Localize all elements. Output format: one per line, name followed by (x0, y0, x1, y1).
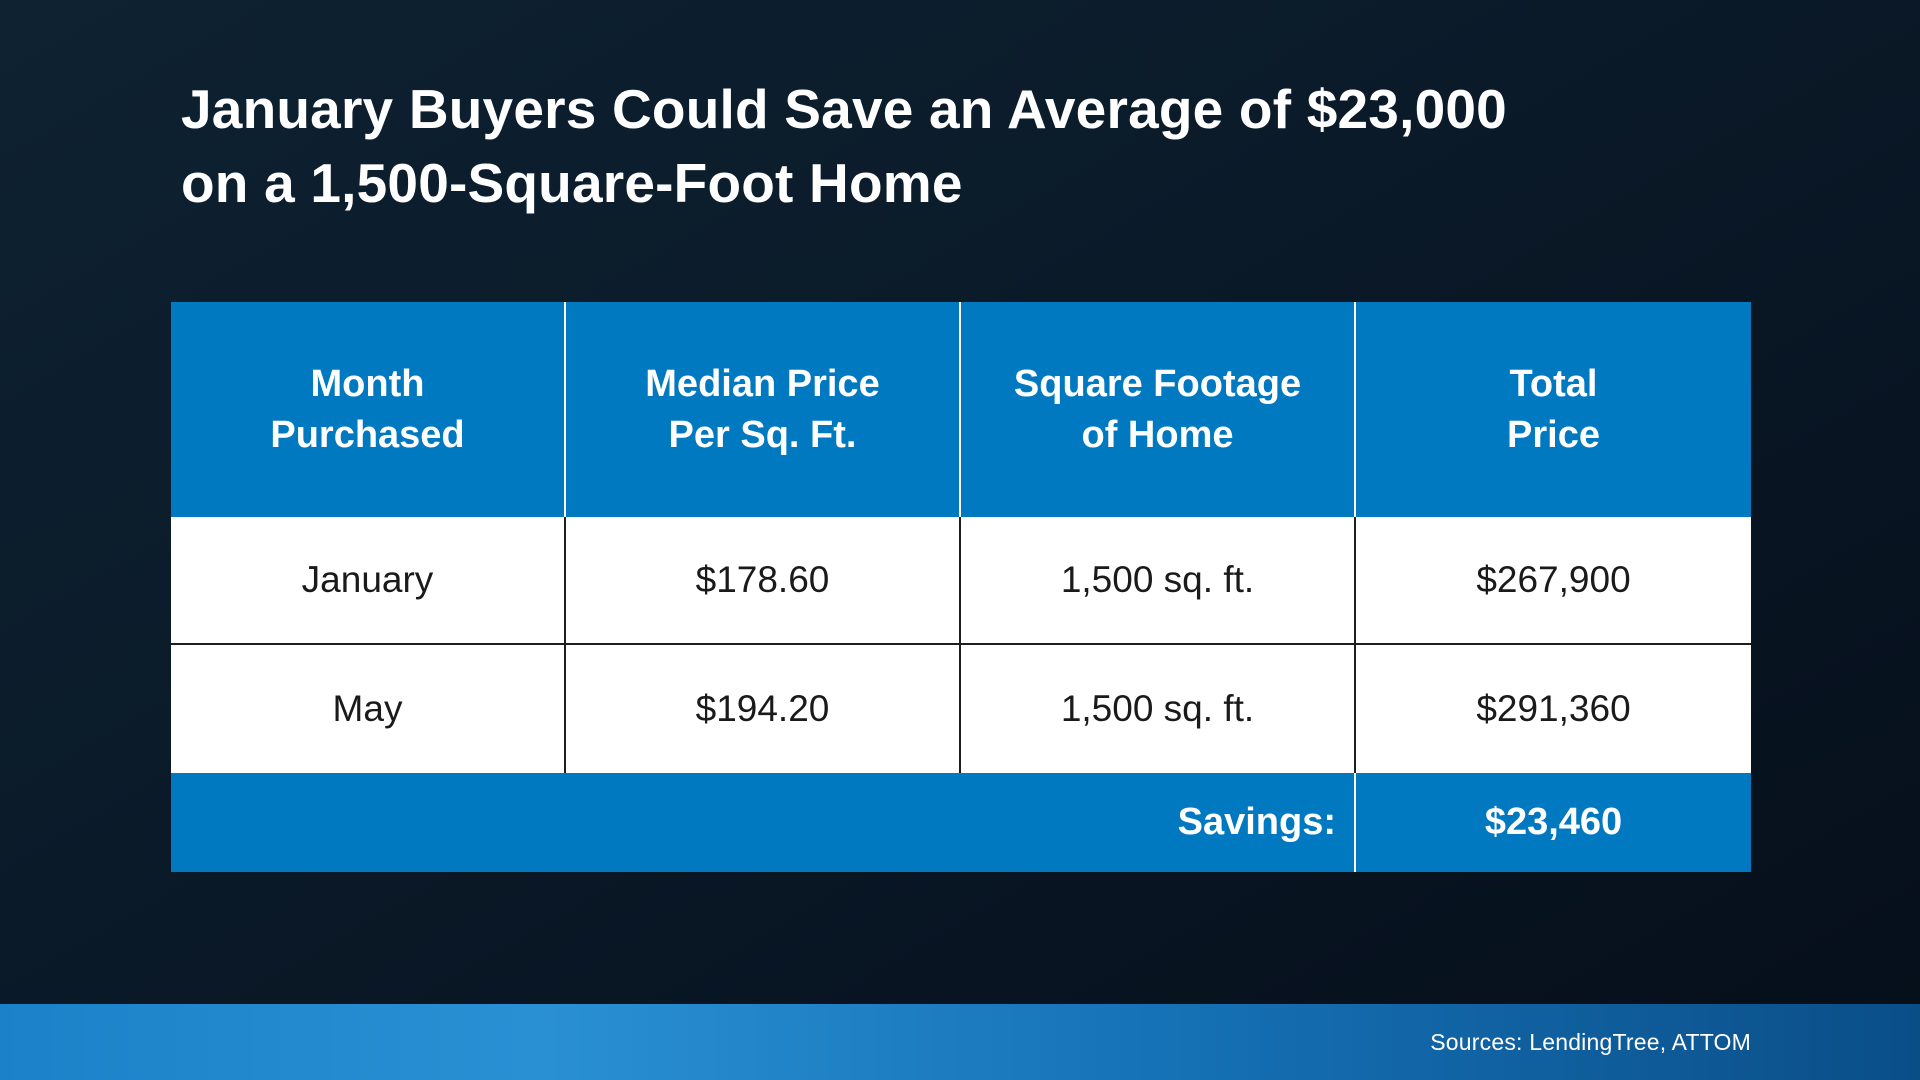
slide-title-line1: January Buyers Could Save an Average of … (181, 78, 1507, 140)
column-header-median-price: Median Price Per Sq. Ft. (566, 302, 961, 517)
column-header-total-price: Total Price (1356, 302, 1751, 517)
savings-value: $23,460 (1356, 773, 1751, 872)
table-cell-total-price: $267,900 (1356, 517, 1751, 645)
table-cell-square-footage: 1,500 sq. ft. (961, 645, 1356, 773)
table-cell-median-price: $178.60 (566, 517, 961, 645)
column-header-label: Square Footage (1013, 363, 1302, 406)
savings-label: Savings: (171, 773, 1356, 872)
slide-title: January Buyers Could Save an Average of … (181, 72, 1801, 221)
column-header-label: Per Sq. Ft. (668, 413, 857, 456)
column-header-label: Price (1507, 413, 1600, 456)
footer-bar: Sources: LendingTree, ATTOM (0, 1004, 1920, 1080)
table-cell-square-footage: 1,500 sq. ft. (961, 517, 1356, 645)
column-header-label: Total (1509, 363, 1598, 406)
column-header-label: of Home (1081, 413, 1234, 456)
table-cell-month: May (171, 645, 566, 773)
column-header-label: Purchased (270, 413, 465, 456)
column-header-square-footage: Square Footage of Home (961, 302, 1356, 517)
slide-title-line2: on a 1,500-Square-Foot Home (181, 152, 963, 215)
column-header-label: Median Price (645, 363, 880, 406)
table-cell-month: January (171, 517, 566, 645)
column-header-label: Month (310, 363, 425, 406)
table-cell-total-price: $291,360 (1356, 645, 1751, 773)
sources-attribution: Sources: LendingTree, ATTOM (1430, 1028, 1751, 1055)
table-cell-median-price: $194.20 (566, 645, 961, 773)
savings-comparison-table: Month Purchased Median Price Per Sq. Ft.… (171, 302, 1751, 872)
column-header-month-purchased: Month Purchased (171, 302, 566, 517)
